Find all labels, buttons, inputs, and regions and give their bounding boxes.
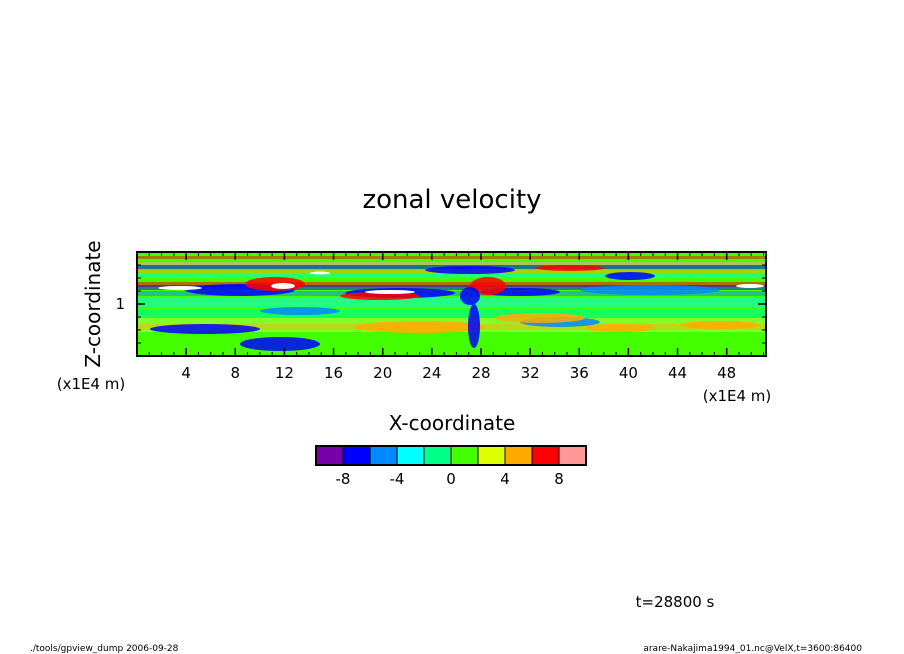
field-contour	[585, 324, 655, 332]
heatmap-field	[136, 251, 767, 357]
z-axis: 1	[115, 264, 766, 344]
x-tick-label: 36	[570, 364, 589, 382]
field-contour	[340, 292, 420, 300]
field-band	[137, 298, 766, 308]
x-tick-label: 48	[717, 364, 736, 382]
x-tick-label: 8	[231, 364, 241, 382]
field-contour	[680, 321, 760, 329]
x-tick-label: 28	[471, 364, 490, 382]
field-contour	[495, 313, 585, 323]
colorbar-tick-label: -4	[390, 470, 405, 488]
field-contour-extreme	[158, 286, 202, 290]
x-axis-label: X-coordinate	[389, 411, 516, 435]
x-tick-label: 4	[181, 364, 191, 382]
chart-title: zonal velocity	[362, 185, 541, 215]
field-band	[137, 285, 766, 290]
z-axis-units: (x1E4 m)	[57, 375, 126, 393]
colorbar-swatch	[531, 445, 560, 466]
field-band	[137, 262, 766, 265]
z-axis-label: Z-coordinate	[81, 240, 105, 367]
x-tick-label: 20	[373, 364, 392, 382]
footer-left: ./tools/gpview_dump 2006-09-28	[30, 644, 179, 654]
colorbar-swatch	[396, 445, 425, 466]
colorbar-tick-label: 8	[554, 470, 564, 488]
footer-right: arare-Nakajima1994_01.nc@VelX,t=3600:864…	[643, 644, 862, 654]
field-contour	[468, 304, 480, 348]
x-tick-label: 44	[668, 364, 687, 382]
x-tick-label: 16	[324, 364, 343, 382]
colorbar-swatch	[315, 445, 344, 466]
x-tick-label: 24	[422, 364, 441, 382]
field-contour-extreme	[310, 271, 330, 275]
field-contour	[150, 324, 260, 334]
colorbar-swatch	[342, 445, 371, 466]
field-contour-extreme	[271, 283, 295, 289]
x-tick-label: 40	[619, 364, 638, 382]
colorbar-swatch	[369, 445, 398, 466]
colorbar-tick-label: 4	[500, 470, 510, 488]
field-contour	[355, 321, 485, 333]
field-contour	[470, 277, 506, 295]
x-tick-label: 32	[521, 364, 540, 382]
field-contour	[425, 266, 515, 274]
colorbar-swatch	[450, 445, 479, 466]
field-band	[137, 256, 766, 259]
colorbar-swatch	[558, 445, 587, 466]
colorbar-frame	[315, 445, 587, 466]
field-band	[137, 274, 766, 278]
field-contour	[460, 287, 480, 305]
colorbar: -8 -4 0 4 8	[315, 445, 587, 488]
field-contour	[260, 307, 340, 315]
time-label: t=28800 s	[636, 593, 715, 611]
field-contour	[535, 265, 605, 271]
field-contour	[240, 337, 320, 351]
field-band	[137, 282, 766, 287]
colorbar-swatch	[504, 445, 533, 466]
field-contour-extreme	[365, 290, 415, 294]
x-tick-label: 12	[275, 364, 294, 382]
colorbar-tick-label: 0	[446, 470, 456, 488]
z-tick-label: 1	[115, 295, 125, 313]
field-contour-extreme	[736, 284, 764, 288]
colorbar-swatch	[477, 445, 506, 466]
x-axis-units: (x1E4 m)	[703, 387, 772, 405]
field-contour	[580, 285, 720, 295]
colorbar-swatch	[423, 445, 452, 466]
field-contour	[605, 272, 655, 280]
colorbar-tick-label: -8	[336, 470, 351, 488]
x-axis: 4 8 12 16 20 24 28 32 36 40 44 48	[148, 252, 765, 382]
